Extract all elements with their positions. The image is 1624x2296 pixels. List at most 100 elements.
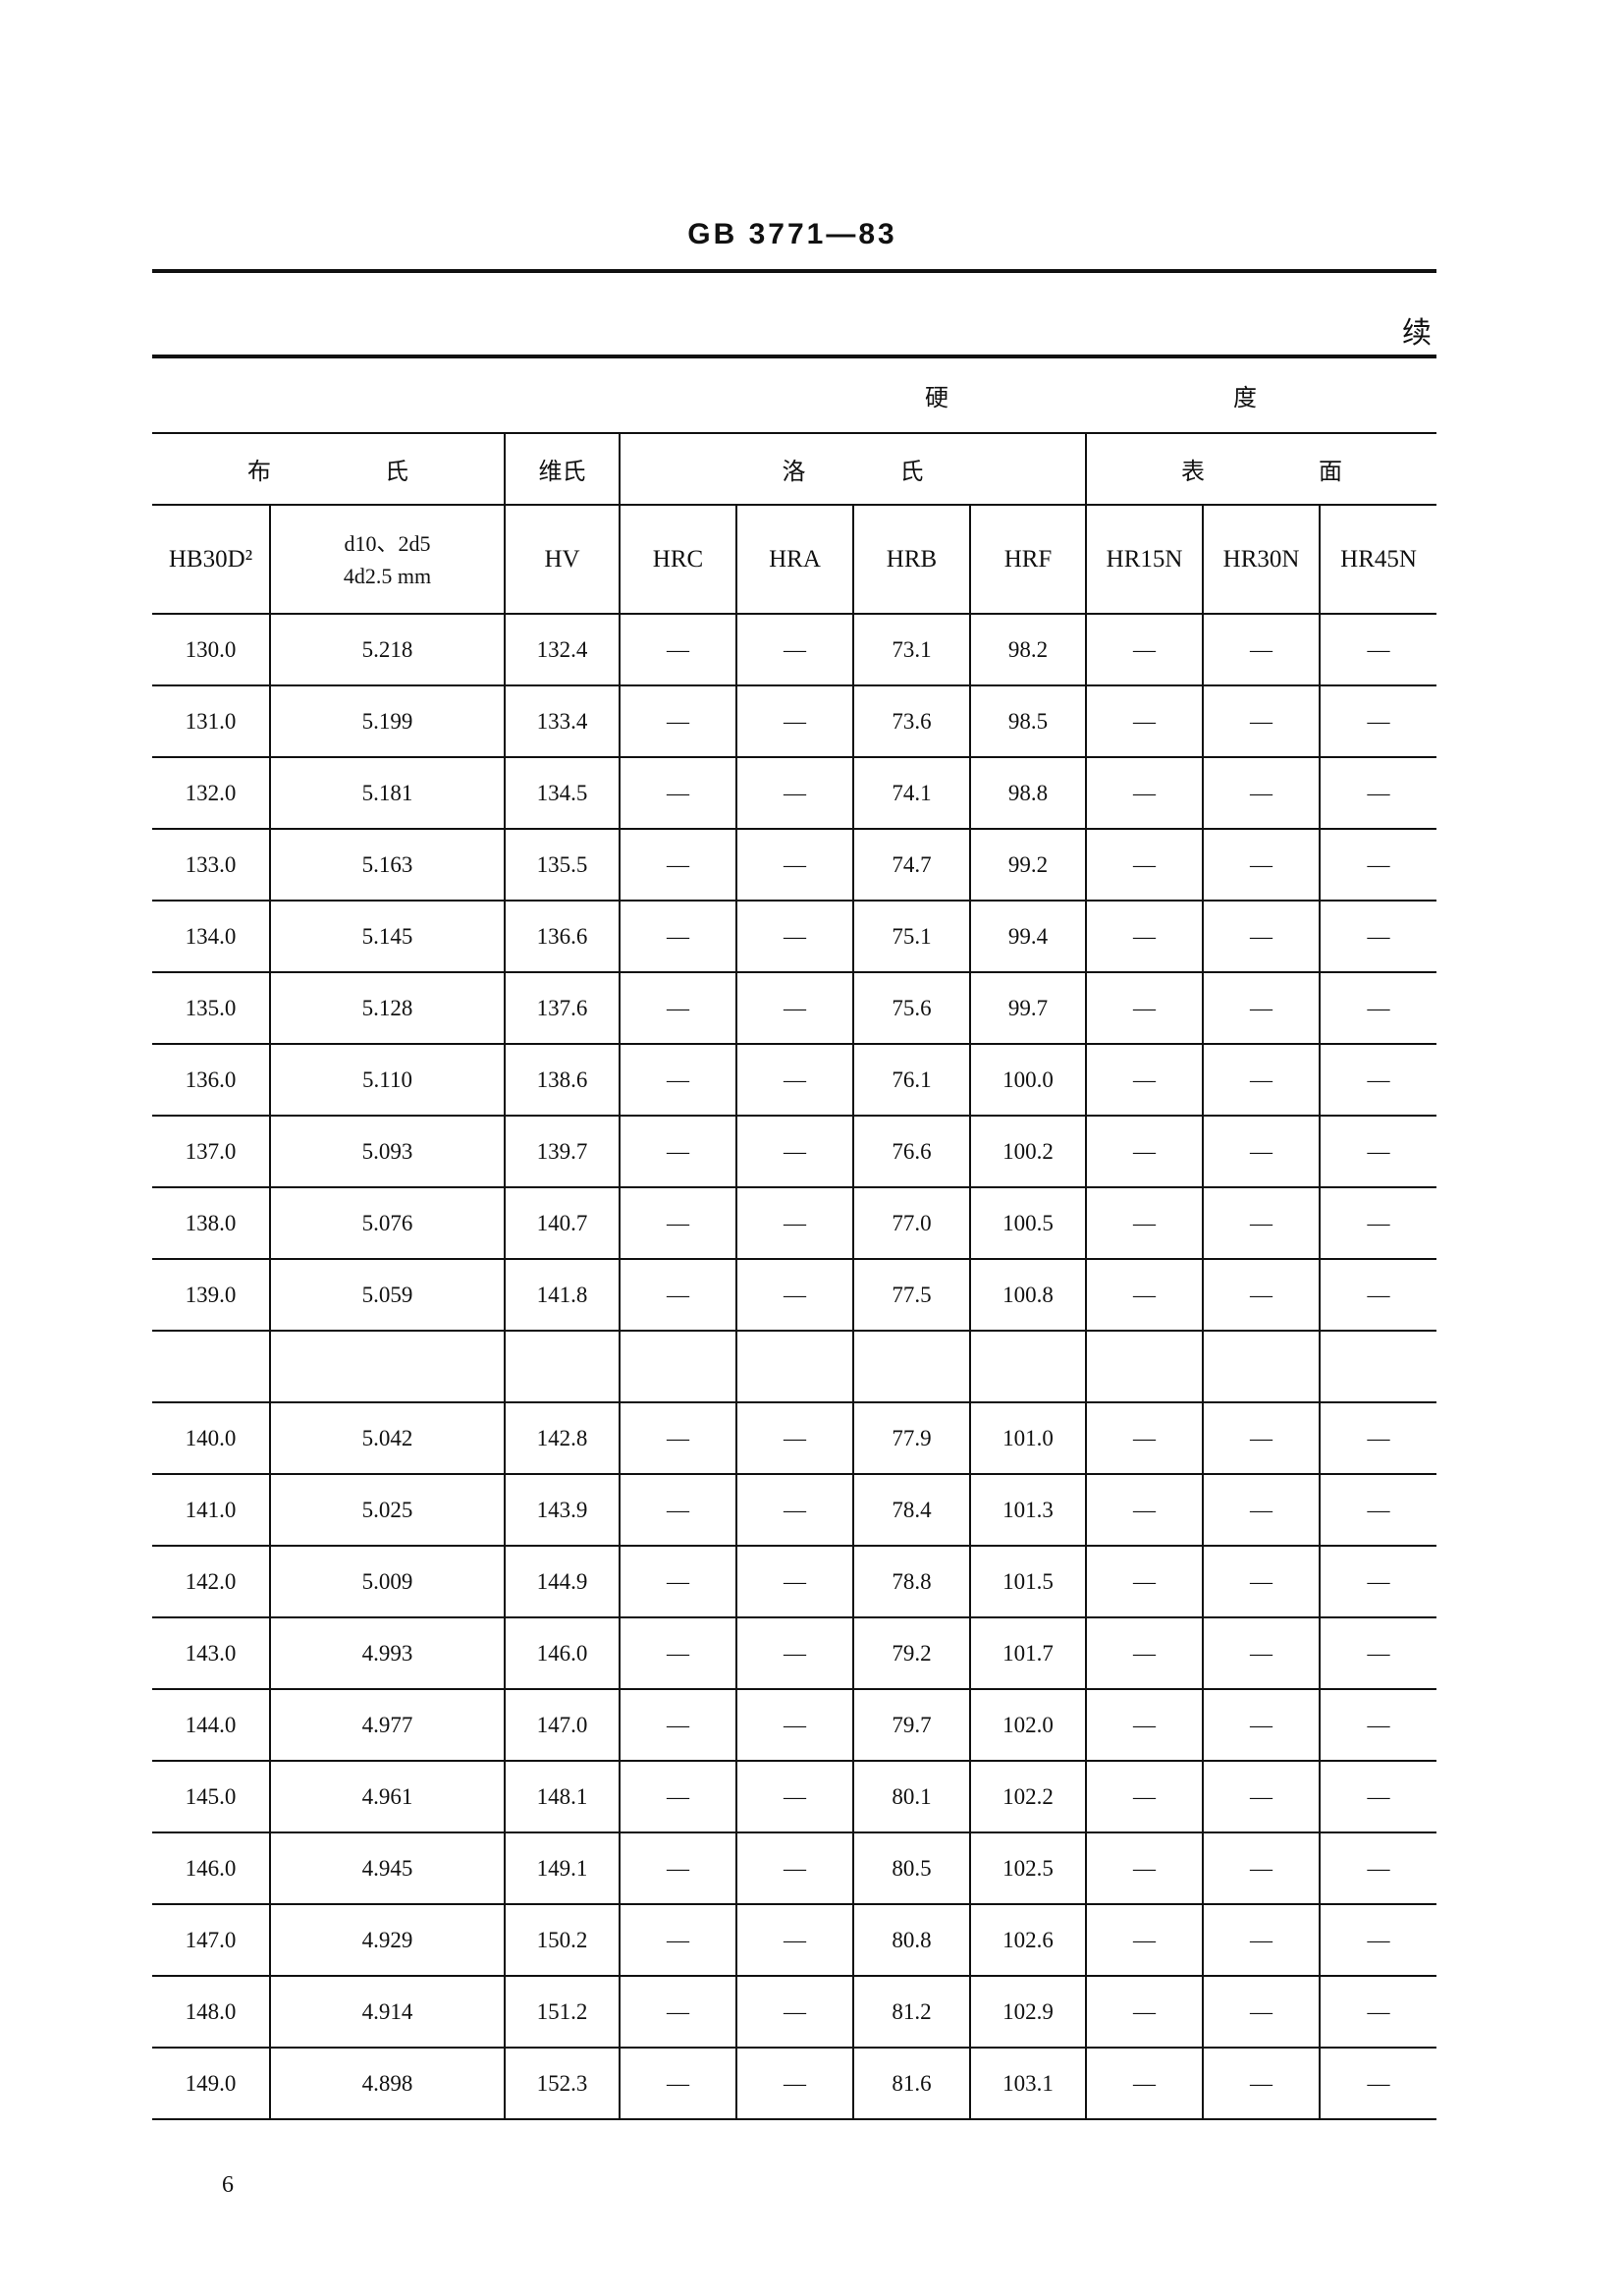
- table-cell: 141.0: [152, 1473, 271, 1547]
- table-cell: 150.2: [504, 1903, 621, 1977]
- table-cell: —: [1319, 1545, 1437, 1618]
- table-cell: —: [1085, 1975, 1205, 2049]
- table-row: 136.0 5.110 138.6— —76.1 100.0— — —: [152, 1043, 1437, 1117]
- table-cell: —: [1202, 1258, 1322, 1332]
- table-cell: —: [1085, 1831, 1205, 1905]
- table-cell: 73.1: [852, 613, 971, 686]
- table-cell: —: [619, 1258, 737, 1332]
- table-cell: 4.929: [269, 1903, 506, 1977]
- table-cell: —: [1085, 1186, 1205, 1260]
- table-row: 138.0 5.076 140.7— —77.0 100.5— — —: [152, 1186, 1437, 1260]
- column-header: HRA: [735, 504, 854, 615]
- table-cell: —: [735, 1616, 854, 1690]
- table-cell: 136.0: [152, 1043, 271, 1117]
- table-cell: 102.0: [968, 1688, 1088, 1762]
- table-cell: —: [1202, 1043, 1322, 1117]
- table-cell: 102.6: [968, 1903, 1088, 1977]
- table-cell: —: [1319, 1043, 1437, 1117]
- table-cell: 148.1: [504, 1760, 621, 1833]
- table-cell: —: [1085, 1760, 1205, 1833]
- column-header: HR15N: [1085, 504, 1205, 615]
- table-cell: —: [619, 1688, 737, 1762]
- table-cell: 79.2: [852, 1616, 971, 1690]
- table-cell: 101.0: [968, 1401, 1088, 1475]
- table-cell: 131.0: [152, 684, 271, 758]
- table-cell: —: [735, 900, 854, 973]
- table-cell: 143.0: [152, 1616, 271, 1690]
- table-cell: 100.0: [968, 1043, 1088, 1117]
- table-cell: 98.2: [968, 613, 1088, 686]
- table-row: 140.0 5.042 142.8— —77.9 101.0— — —: [152, 1401, 1437, 1475]
- table-cell: 144.9: [504, 1545, 621, 1618]
- column-header: HB30D²: [152, 504, 271, 615]
- table-cell: —: [1319, 1975, 1437, 2049]
- table-cell: 76.1: [852, 1043, 971, 1117]
- table-cell: [504, 1330, 621, 1403]
- table-cell: 100.5: [968, 1186, 1088, 1260]
- table-cell: 139.7: [504, 1115, 621, 1188]
- table-cell: —: [1319, 1688, 1437, 1762]
- table-cell: 4.898: [269, 2047, 506, 2120]
- table-cell: —: [735, 1903, 854, 1977]
- table-row: 130.0 5.218 132.4— —73.1 98.2— — —: [152, 613, 1437, 686]
- table-cell: 101.7: [968, 1616, 1088, 1690]
- table-cell: 139.0: [152, 1258, 271, 1332]
- table-cell: 75.1: [852, 900, 971, 973]
- table-cell: —: [735, 1115, 854, 1188]
- header-brinell: 布 氏: [152, 432, 506, 506]
- column-header: d10、2d5 4d2.5 mm: [269, 504, 506, 615]
- table-row: 141.0 5.025 143.9— —78.4 101.3— — —: [152, 1473, 1437, 1547]
- table-cell: —: [1085, 900, 1205, 973]
- table-cell: —: [1085, 828, 1205, 902]
- table-cell: —: [619, 828, 737, 902]
- column-header-row: HB30D² d10、2d5 4d2.5 mm HV HRC HRA HRB HRF HR15…: [152, 504, 1437, 615]
- table-cell: 145.0: [152, 1760, 271, 1833]
- table-cell: 101.3: [968, 1473, 1088, 1547]
- table-cell: [1319, 1330, 1437, 1403]
- table-row: 147.0 4.929 150.2— —80.8 102.6— — —: [152, 1903, 1437, 1977]
- table-cell: —: [619, 1903, 737, 1977]
- table-cell: 77.0: [852, 1186, 971, 1260]
- table-cell: 149.0: [152, 2047, 271, 2120]
- table-top-rule: [152, 355, 1436, 358]
- table-cell: —: [619, 684, 737, 758]
- table-cell: —: [1319, 613, 1437, 686]
- table-cell: —: [619, 1186, 737, 1260]
- table-cell: 138.6: [504, 1043, 621, 1117]
- table-cell: 5.110: [269, 1043, 506, 1117]
- group-label-right: 度: [1086, 357, 1437, 434]
- header-vickers: 维氏: [504, 432, 621, 506]
- table-cell: 80.1: [852, 1760, 971, 1833]
- table-cell: —: [1319, 971, 1437, 1045]
- table-cell: 4.945: [269, 1831, 506, 1905]
- table-cell: —: [1319, 1401, 1437, 1475]
- table-cell: —: [1085, 1258, 1205, 1332]
- table-cell: 132.4: [504, 613, 621, 686]
- table-cell: —: [735, 1401, 854, 1475]
- table-cell: —: [1202, 971, 1322, 1045]
- table-cell: —: [735, 828, 854, 902]
- table-cell: —: [619, 1975, 737, 2049]
- table-row: 145.0 4.961 148.1— —80.1 102.2— — —: [152, 1760, 1437, 1833]
- continued-label: 续: [1402, 317, 1432, 350]
- table-cell: 5.042: [269, 1401, 506, 1475]
- table-cell: 4.914: [269, 1975, 506, 2049]
- header-superficial: 表 面: [1085, 432, 1437, 506]
- table-cell: —: [1319, 1903, 1437, 1977]
- table-cell: 142.8: [504, 1401, 621, 1475]
- table-cell: [735, 1330, 854, 1403]
- table-cell: —: [1085, 1043, 1205, 1117]
- table-cell: 77.9: [852, 1401, 971, 1475]
- column-header: HRB: [852, 504, 971, 615]
- table-cell: 134.0: [152, 900, 271, 973]
- table-row: 139.0 5.059 141.8— —77.5 100.8— — —: [152, 1258, 1437, 1332]
- table-cell: —: [619, 1760, 737, 1833]
- table-cell: 140.0: [152, 1401, 271, 1475]
- table-cell: —: [1319, 900, 1437, 973]
- table-cell: 4.961: [269, 1760, 506, 1833]
- table-cell: —: [1202, 613, 1322, 686]
- table-cell: 146.0: [152, 1831, 271, 1905]
- table-cell: 79.7: [852, 1688, 971, 1762]
- table-cell: 136.6: [504, 900, 621, 973]
- table-cell: —: [1319, 1760, 1437, 1833]
